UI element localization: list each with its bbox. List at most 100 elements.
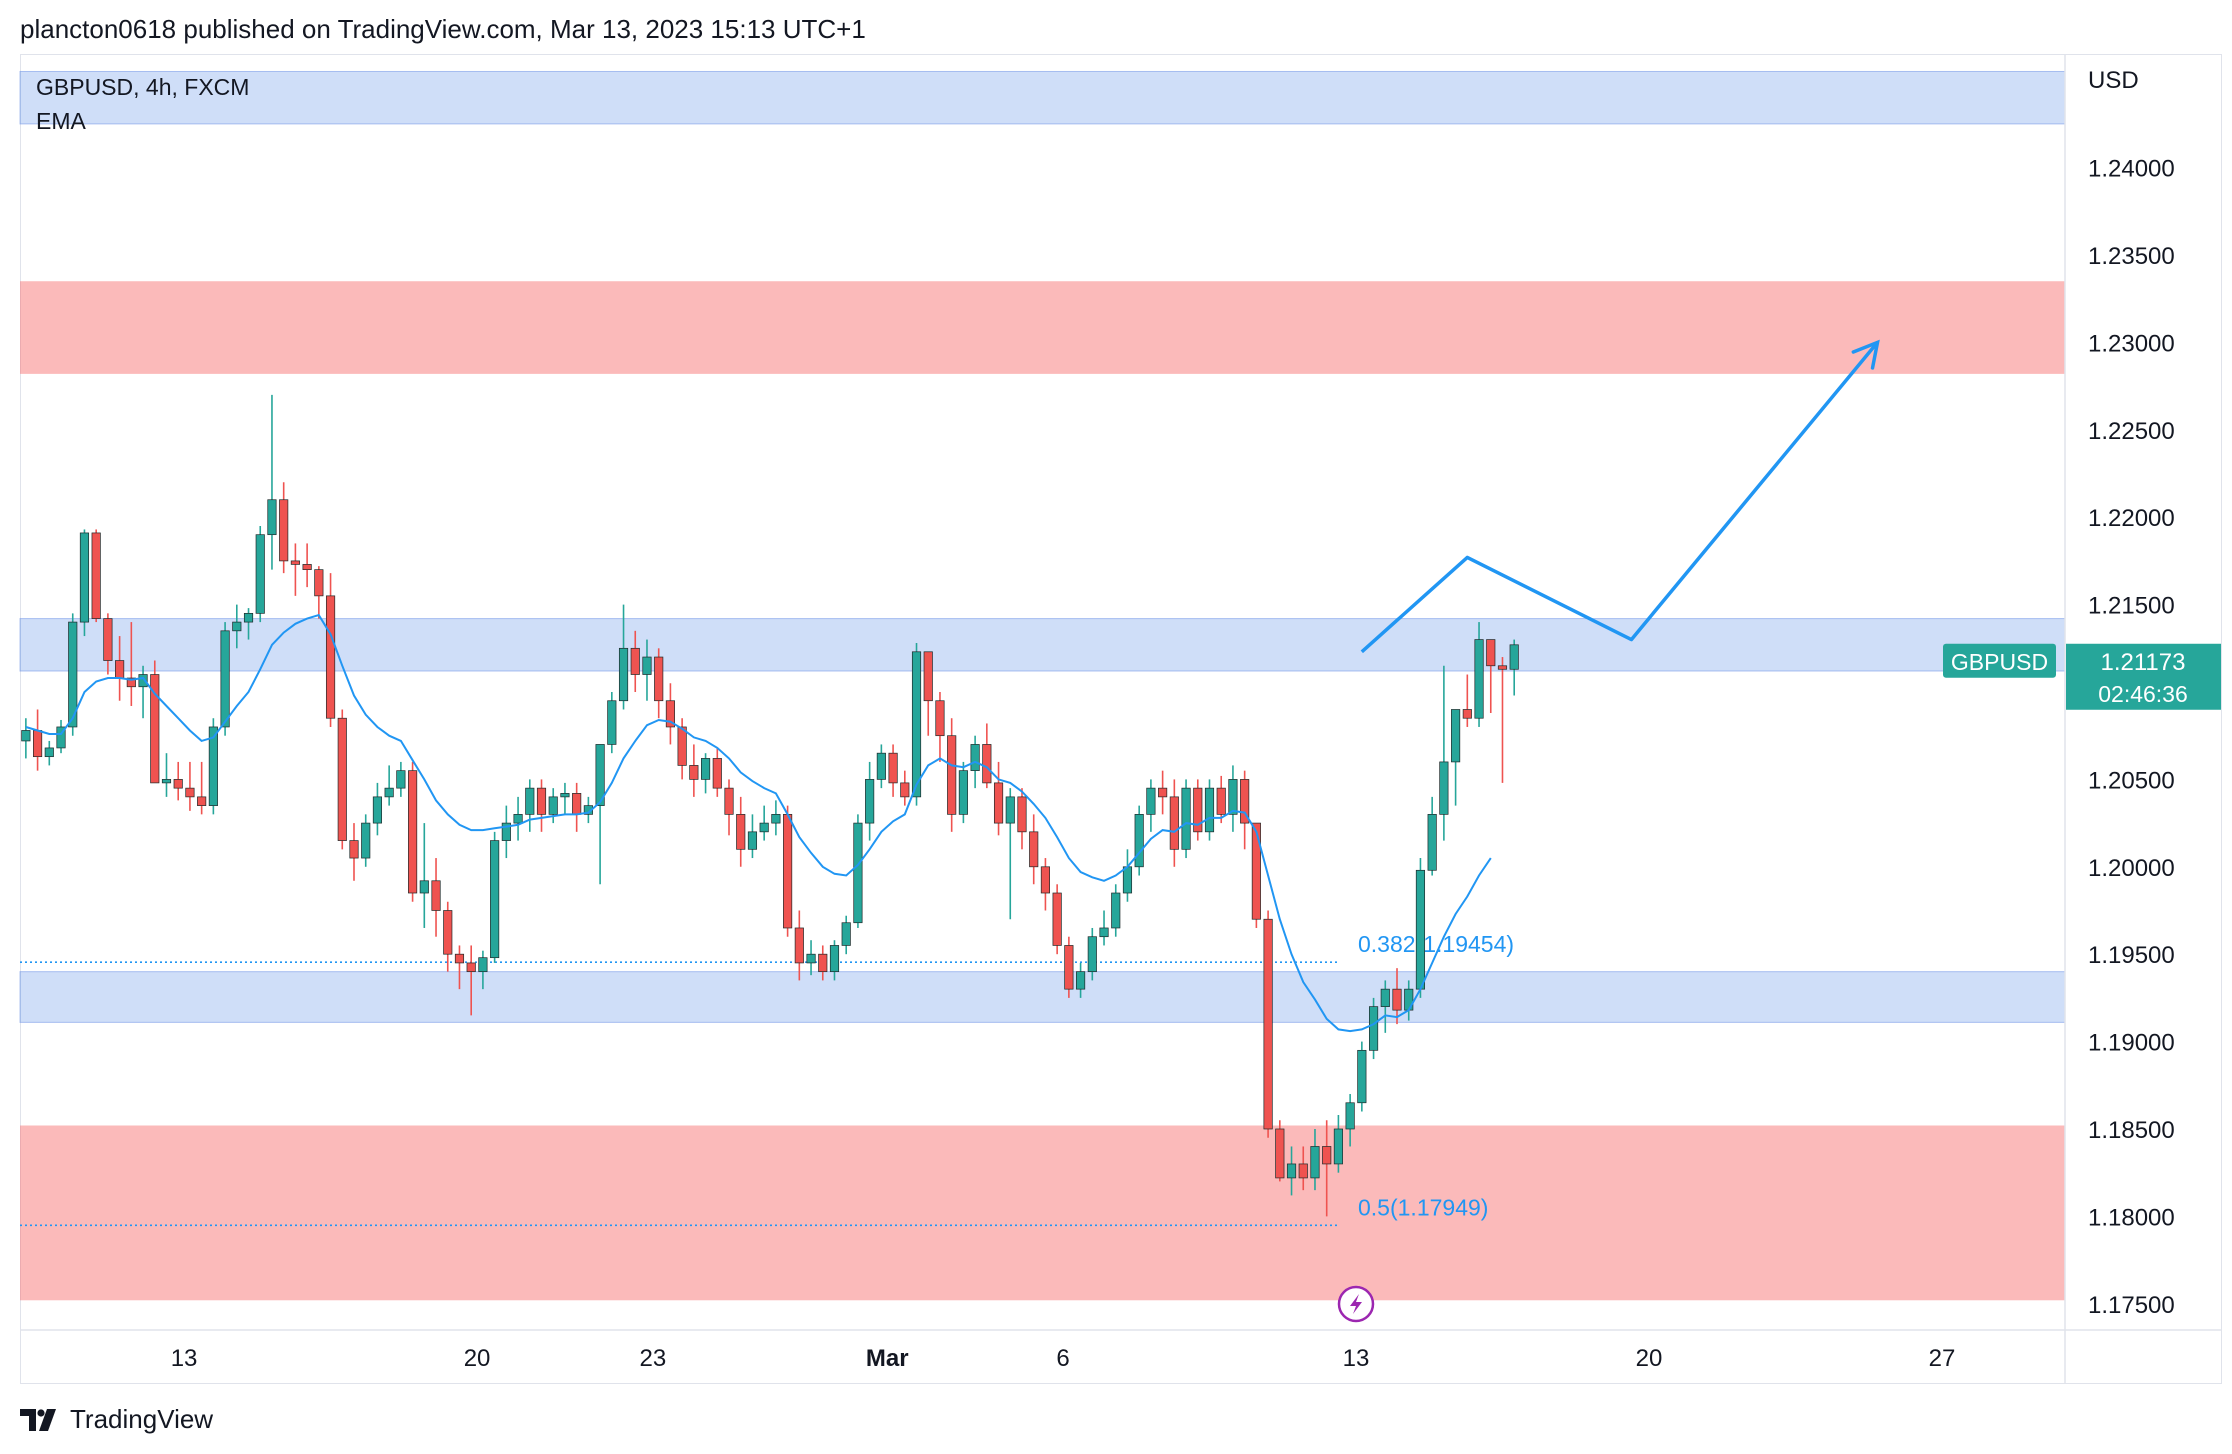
time-tick-label: 27 <box>1929 1345 1956 1372</box>
last-price-value: 1.21173 <box>2101 649 2186 676</box>
candle-body <box>1134 814 1144 868</box>
symbol-line[interactable]: GBPUSD, 4h, FXCM <box>36 74 250 100</box>
candle-body <box>232 621 242 632</box>
candle-body <box>185 787 195 798</box>
candle-body <box>947 735 957 815</box>
candle-body <box>1310 1146 1320 1179</box>
supply-demand-zone-red-4[interactable] <box>20 1125 2065 1301</box>
candle-body <box>21 730 31 742</box>
time-tick-label: 6 <box>1056 1345 1069 1372</box>
projection-path[interactable] <box>1360 341 1879 654</box>
candle-body <box>1345 1102 1355 1130</box>
candle-body <box>290 560 300 565</box>
symbol-price-tag[interactable] <box>1943 643 2056 678</box>
candle-body <box>126 677 136 688</box>
candle-body <box>783 814 793 929</box>
ema-line[interactable] <box>25 613 1492 1033</box>
candle-body <box>618 647 629 702</box>
lightning-glyph-icon <box>1349 1294 1362 1314</box>
candle-body <box>794 927 804 964</box>
fib-level-label-1: 0.5(1.17949) <box>1358 1194 1488 1220</box>
support-resistance-zone-blue-3[interactable] <box>19 971 2066 1023</box>
candle-body <box>560 793 570 798</box>
candle-body <box>267 499 277 536</box>
candle-body <box>1228 779 1238 815</box>
candle-body <box>654 656 664 702</box>
candle-body <box>56 726 66 749</box>
candle-body <box>138 674 148 688</box>
support-resistance-zone-blue-2[interactable] <box>19 618 2066 672</box>
candle-body <box>595 744 605 806</box>
candle-body <box>1509 644 1519 670</box>
candle-body <box>865 779 875 824</box>
candle-body <box>1111 892 1121 929</box>
candle-body <box>220 630 230 728</box>
candle-body <box>536 787 547 815</box>
support-resistance-zone-blue-0[interactable] <box>19 70 2066 125</box>
candle-body <box>68 621 78 728</box>
candle-body <box>161 779 172 784</box>
candle-body <box>1427 814 1437 871</box>
candle-body <box>408 770 418 894</box>
candle-body <box>1216 787 1226 815</box>
candle-body <box>1357 1049 1367 1104</box>
candle-body <box>806 953 816 964</box>
candle-body <box>79 532 90 623</box>
chart-legend: GBPUSD, 4h, FXCM EMA <box>36 70 249 138</box>
candle-body <box>1368 1006 1379 1051</box>
candle-body <box>1005 796 1015 824</box>
candle-body <box>1193 787 1203 833</box>
candle-body <box>993 782 1004 824</box>
last-price-tag[interactable] <box>2066 643 2221 710</box>
symbol-price-tag-label: GBPUSD <box>1951 649 2048 675</box>
bar-countdown: 02:46:36 <box>2098 681 2188 707</box>
candle-body <box>419 880 429 894</box>
candle-body <box>888 752 898 784</box>
candle-body <box>665 700 675 728</box>
candle-body <box>853 822 863 924</box>
candle-body <box>982 744 992 784</box>
candle-body <box>1181 787 1191 850</box>
candle-body <box>1322 1146 1332 1165</box>
candle-body <box>337 717 347 841</box>
price-tick-label: 1.19500 <box>2088 942 2175 969</box>
chart-frame[interactable] <box>20 54 2222 1384</box>
candle-body <box>736 814 746 850</box>
supply-demand-zone-red-1[interactable] <box>20 281 2065 374</box>
time-tick-label: 13 <box>1343 1345 1370 1372</box>
candle-body <box>1040 866 1050 894</box>
candle-body <box>150 674 160 784</box>
price-tick-label: 1.23000 <box>2088 330 2175 357</box>
price-tick-label: 1.18000 <box>2088 1204 2175 1231</box>
candle-body <box>958 770 968 815</box>
candle-body <box>44 747 54 758</box>
indicator-name[interactable]: EMA <box>36 108 86 134</box>
candle-body <box>33 730 43 758</box>
candle-body <box>1275 1128 1285 1179</box>
projection-arrowhead[interactable] <box>1851 339 1880 370</box>
candle-body <box>349 840 359 859</box>
candle-body <box>747 831 758 850</box>
price-tick-label: 1.17500 <box>2088 1292 2175 1319</box>
candle-body <box>1451 709 1461 763</box>
price-tick-label: 1.21500 <box>2088 593 2175 620</box>
candle-body <box>1169 796 1179 850</box>
candle-body <box>1052 892 1062 946</box>
candle-body <box>1122 866 1133 894</box>
candle-body <box>115 660 125 679</box>
price-tick-label: 1.18500 <box>2088 1117 2175 1144</box>
candle-body <box>1415 869 1426 990</box>
candle-body <box>1497 665 1508 670</box>
candle-body <box>911 651 922 798</box>
candle-body <box>302 564 312 570</box>
candle-body <box>712 758 722 789</box>
candle-body <box>1017 796 1027 833</box>
candle-body <box>325 595 336 719</box>
publish-header: plancton0618 published on TradingView.co… <box>20 14 866 44</box>
candle-body <box>279 499 289 562</box>
candle-body <box>818 953 828 973</box>
price-tick-label: 1.20500 <box>2088 767 2175 794</box>
candle-body <box>1087 936 1097 973</box>
candle-body <box>689 765 699 780</box>
